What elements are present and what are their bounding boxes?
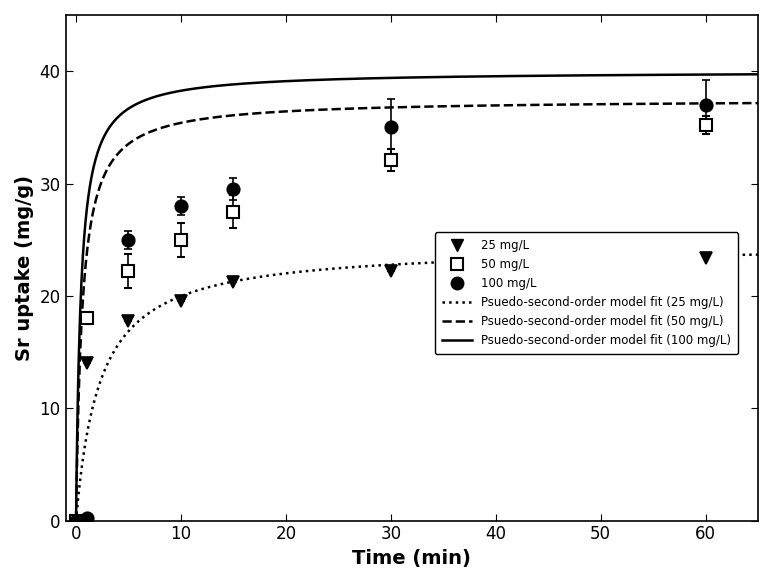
Legend: 25 mg/L, 50 mg/L, 100 mg/L, Psuedo-second-order model fit (25 mg/L), Psuedo-seco: 25 mg/L, 50 mg/L, 100 mg/L, Psuedo-secon… (435, 232, 738, 354)
X-axis label: Time (min): Time (min) (352, 549, 472, 568)
Y-axis label: Sr uptake (mg/g): Sr uptake (mg/g) (15, 175, 34, 361)
